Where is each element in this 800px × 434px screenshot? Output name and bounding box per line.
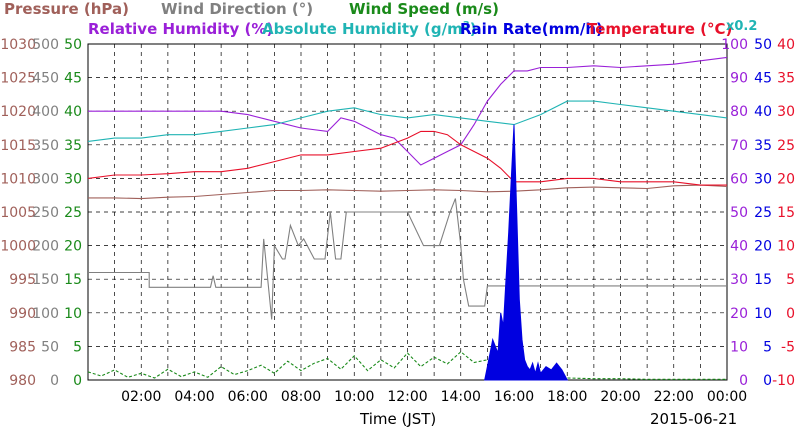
humidity-tick-label: 100 xyxy=(721,37,748,53)
rain-rate-tick-label: 5 xyxy=(763,339,772,355)
pressure-tick-label: 980 xyxy=(9,373,36,389)
humidity-tick-label: 90 xyxy=(730,71,748,87)
wind-direction-tick-label: 300 xyxy=(32,171,59,187)
wind-speed-tick-label: 45 xyxy=(64,71,82,87)
rain-rate-tick-label: 15 xyxy=(754,272,772,288)
pressure-tick-label: 1005 xyxy=(0,205,36,221)
humidity-tick-label: 80 xyxy=(730,104,748,120)
x-tick-label: 22:00 xyxy=(654,389,694,405)
temperature-tick-label: 40 xyxy=(777,37,795,53)
humidity-tick-label: 20 xyxy=(730,306,748,322)
wind-direction-tick-label: 0 xyxy=(50,373,59,389)
wind-direction-tick-label: 500 xyxy=(32,37,59,53)
temperature-tick-label: 30 xyxy=(777,104,795,120)
temperature-tick-label: 20 xyxy=(777,171,795,187)
pressure-tick-label: 1000 xyxy=(0,239,36,255)
wind-direction-tick-label: 250 xyxy=(32,205,59,221)
wind-direction-tick-label: 150 xyxy=(32,272,59,288)
wind-speed-tick-label: 20 xyxy=(64,239,82,255)
series-temperature xyxy=(87,130,727,186)
humidity-tick-label: 50 xyxy=(730,205,748,221)
rain-rate-tick-label: 20 xyxy=(754,239,772,255)
x-tick-label: 16:00 xyxy=(494,389,534,405)
temperature-tick-label: 10 xyxy=(777,239,795,255)
x-tick-label: 04:00 xyxy=(174,389,214,405)
rain-rate-tick-label: 35 xyxy=(754,138,772,154)
temperature-tick-label: 5 xyxy=(786,272,795,288)
x-tick-label: 18:00 xyxy=(547,389,587,405)
wind-direction-tick-label: 50 xyxy=(41,339,59,355)
x-tick-label: 08:00 xyxy=(281,389,321,405)
x-axis-label: Time (JST) xyxy=(359,410,436,428)
legend-rain-rate: Rain Rate(mm/h) xyxy=(460,20,603,38)
wind-speed-tick-label: 15 xyxy=(64,272,82,288)
wind-speed-tick-label: 0 xyxy=(73,373,82,389)
pressure-tick-label: 990 xyxy=(9,306,36,322)
humidity-tick-label: 70 xyxy=(730,138,748,154)
humidity-tick-label: 60 xyxy=(730,171,748,187)
x-tick-label: 06:00 xyxy=(228,389,268,405)
legend-wind-direction: Wind Direction (°) xyxy=(161,0,313,18)
wind-direction-tick-label: 350 xyxy=(32,138,59,154)
humidity-tick-label: 0 xyxy=(739,373,748,389)
series-absolute-humidity xyxy=(87,100,728,142)
x-tick-label: 20:00 xyxy=(600,389,640,405)
legend-pressure: Pressure (hPa) xyxy=(4,0,129,18)
humidity-tick-label: 40 xyxy=(730,239,748,255)
temperature-tick-label: -10 xyxy=(772,373,795,389)
x-tick-label: 10:00 xyxy=(334,389,374,405)
pressure-tick-label: 1010 xyxy=(0,171,36,187)
pressure-tick-label: 1025 xyxy=(0,71,36,87)
rain-rate-tick-label: 10 xyxy=(754,306,772,322)
axes-layer: 02:00 04:00 06:00 08:00 10:00 12:00 14:00 16:00… xyxy=(0,37,795,405)
x-tick-label: 02:00 xyxy=(121,389,161,405)
pressure-tick-label: 1015 xyxy=(0,138,36,154)
rain-rate-tick-label: 30 xyxy=(754,171,772,187)
wind-speed-tick-label: 10 xyxy=(64,306,82,322)
x-tick-label: 14:00 xyxy=(441,389,481,405)
date-label: 2015-06-21 xyxy=(650,410,737,428)
x-tick-label: 12:00 xyxy=(387,389,427,405)
humidity-tick-label: 30 xyxy=(730,272,748,288)
pressure-tick-label: 985 xyxy=(9,339,36,355)
wind-speed-tick-label: 50 xyxy=(64,37,82,53)
rain-rate-tick-label: 45 xyxy=(754,71,772,87)
wind-speed-tick-label: 35 xyxy=(64,138,82,154)
temperature-tick-label: 0 xyxy=(786,306,795,322)
wind-speed-tick-label: 5 xyxy=(73,339,82,355)
series-wind-direction xyxy=(88,198,727,320)
legend-temperature: Temperature (°C) xyxy=(587,20,732,38)
x-tick-label: 00:00 xyxy=(707,389,747,405)
pressure-tick-label: 1030 xyxy=(0,37,36,53)
wind-direction-tick-label: 400 xyxy=(32,104,59,120)
temperature-tick-label: 25 xyxy=(777,138,795,154)
humidity-tick-label: 10 xyxy=(730,339,748,355)
temperature-tick-label: -5 xyxy=(781,339,795,355)
wind-direction-tick-label: 100 xyxy=(32,306,59,322)
legend-absolute-humidity: Absolute Humidity (g/m3) xyxy=(262,20,477,38)
wind-direction-tick-label: 450 xyxy=(32,71,59,87)
temperature-tick-label: 35 xyxy=(777,71,795,87)
pressure-tick-label: 995 xyxy=(9,272,36,288)
series-layer xyxy=(87,56,728,381)
wind-speed-tick-label: 25 xyxy=(64,205,82,221)
legend-wind-speed: Wind Speed (m/s) xyxy=(349,0,499,18)
series-rain-rate xyxy=(484,124,569,381)
pressure-tick-label: 1020 xyxy=(0,104,36,120)
wind-speed-tick-label: 30 xyxy=(64,171,82,187)
temperature-tick-label: 15 xyxy=(777,205,795,221)
rain-rate-tick-label: 50 xyxy=(754,37,772,53)
wind-speed-tick-label: 40 xyxy=(64,104,82,120)
legend-abs-scale-note: x0.2 xyxy=(726,19,757,34)
rain-rate-tick-label: 40 xyxy=(754,104,772,120)
rain-rate-tick-label: 0 xyxy=(763,373,772,389)
series-relative-humidity xyxy=(88,56,728,166)
rain-rate-tick-label: 25 xyxy=(754,205,772,221)
wind-direction-tick-label: 200 xyxy=(32,239,59,255)
series-pressure xyxy=(88,184,728,200)
legend-relative-humidity: Relative Humidity (%) xyxy=(88,20,273,38)
